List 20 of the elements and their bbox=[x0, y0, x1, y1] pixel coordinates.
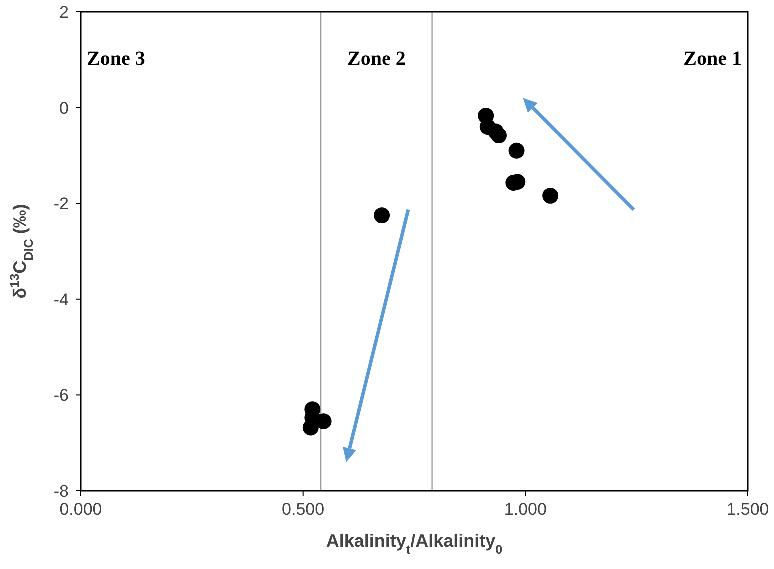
point bbox=[491, 128, 507, 144]
y-tick-label: 0 bbox=[60, 98, 69, 118]
annotation: Zone 1 bbox=[684, 48, 742, 70]
x-tick-label: 0.000 bbox=[60, 500, 102, 519]
y-tick-label: -8 bbox=[54, 482, 69, 501]
y-tick-label: -6 bbox=[54, 386, 69, 406]
x-tick-label: 0.500 bbox=[282, 500, 325, 519]
x-tick-label: 1.000 bbox=[504, 500, 547, 519]
point bbox=[374, 208, 390, 224]
y-tick-label: 2 bbox=[60, 3, 69, 22]
y-tick-label: -4 bbox=[54, 290, 69, 310]
x-tick-label: 1.500 bbox=[726, 500, 770, 519]
point bbox=[542, 188, 559, 204]
annotation: Zone 2 bbox=[348, 48, 406, 70]
point bbox=[316, 414, 332, 430]
annotation: Zone 3 bbox=[87, 48, 146, 70]
x-axis-title: Alkalinity$_{t}$/Alkalinity$_{0}$ bbox=[326, 531, 503, 557]
point bbox=[302, 420, 319, 436]
point bbox=[508, 142, 525, 159]
y-tick-label: -2 bbox=[54, 194, 69, 214]
